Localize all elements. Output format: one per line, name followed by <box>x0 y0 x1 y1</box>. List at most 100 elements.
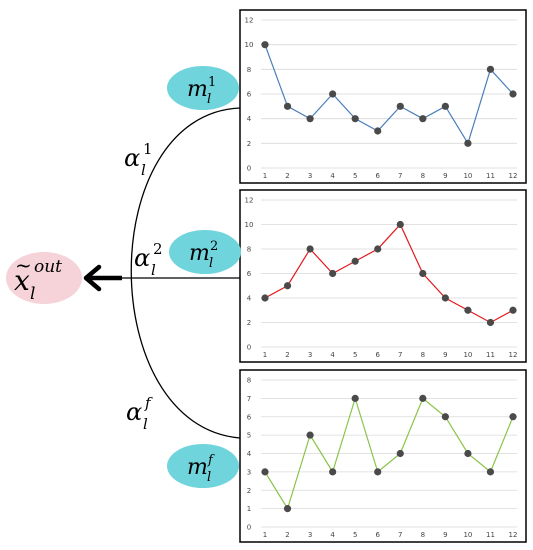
weight-3-base: α <box>126 398 142 426</box>
chart-3-x-tick-label: 8 <box>421 531 425 539</box>
svg-text:m: m <box>189 241 210 266</box>
chart-2-frame <box>239 189 527 363</box>
chart-2-point <box>464 306 472 314</box>
svg-text:l: l <box>151 261 156 279</box>
chart-3-point <box>351 394 359 402</box>
chart-1-x-tick-label: 2 <box>285 172 289 180</box>
chart-2-point <box>351 257 359 265</box>
chart-1-point <box>283 102 292 110</box>
weight-1-sup: 1 <box>143 140 153 158</box>
chart-1-x-tick-label: 11 <box>486 172 495 180</box>
chart-2-point <box>509 306 517 314</box>
svg-text:l: l <box>141 161 146 179</box>
svg-text:f: f <box>144 394 153 412</box>
chart-2-point <box>441 294 449 302</box>
svg-text:l: l <box>209 256 213 271</box>
chart-1-x-tick-label: 6 <box>375 172 380 180</box>
module-node-1-ellipse <box>167 66 239 110</box>
module-2-sub: l <box>209 256 213 271</box>
chart-3-x-tick-label: 10 <box>463 531 472 539</box>
weight-1-base: α <box>124 144 140 172</box>
chart-3-x-tick-label: 2 <box>285 531 289 539</box>
svg-text:l: l <box>143 415 148 433</box>
output-node-ellipse <box>6 252 82 304</box>
svg-text:1: 1 <box>208 75 216 90</box>
chart-2-y-tick-label: 8 <box>247 246 251 254</box>
chart-2-x-tick-label: 11 <box>486 351 495 359</box>
svg-text:α: α <box>134 244 150 272</box>
svg-text:m: m <box>187 77 208 102</box>
chart-2-x-tick-label: 1 <box>263 351 267 359</box>
chart-2-y-tick-label: 0 <box>247 344 251 352</box>
chart-2-point <box>261 294 269 302</box>
chart-2-x-tick-label: 5 <box>353 351 357 359</box>
chart-2-x-tick-label: 8 <box>421 351 425 359</box>
chart-3-y-tick-label: 1 <box>247 505 251 513</box>
output-node-sub: l <box>30 284 35 304</box>
svg-text:l: l <box>207 470 211 485</box>
module-3-sub: l <box>207 470 211 485</box>
chart-2-x-tick-label: 2 <box>285 351 289 359</box>
module-1-sup: 1 <box>208 75 216 90</box>
module-node-2: m l 2 <box>169 230 241 274</box>
chart-1-point <box>306 115 314 123</box>
chart-3-point <box>464 449 472 458</box>
chart-3-y-tick-label: 2 <box>247 487 251 495</box>
chart-3-point <box>283 505 292 513</box>
chart-2-x-tick-label: 9 <box>443 351 447 359</box>
chart-1-y-tick-label: 0 <box>247 165 251 173</box>
output-node-base: x <box>14 264 30 297</box>
chart-3-y-tick-label: 0 <box>247 524 251 532</box>
module-3-base: m <box>187 455 208 480</box>
chart-2-x-tick-label: 10 <box>463 351 472 359</box>
chart-3-y-tick-label: 3 <box>247 468 251 476</box>
chart-3-y-tick-label: 4 <box>247 450 252 458</box>
chart-1-x-tick-label: 4 <box>330 172 335 180</box>
weight-2-sup: 2 <box>153 240 163 258</box>
chart-1-x-tick-label: 5 <box>353 172 357 180</box>
chart-1-point <box>486 65 495 73</box>
chart-1-point <box>464 139 472 147</box>
chart-2-point <box>306 245 314 253</box>
chart-3-point <box>329 468 337 476</box>
chart-1-point <box>329 90 337 98</box>
weight-label-3: α l f <box>126 394 153 433</box>
chart-1-x-tick-label: 12 <box>509 172 518 180</box>
svg-text:2: 2 <box>210 239 218 254</box>
svg-text:α: α <box>124 144 140 172</box>
chart-1-y-tick-label: 10 <box>245 41 254 49</box>
chart-3-y-tick-label: 8 <box>247 377 251 385</box>
weight-2-base: α <box>134 244 150 272</box>
chart-2-x-tick-label: 3 <box>308 351 312 359</box>
chart-2-point <box>486 318 495 327</box>
weight-label-2: α l 2 <box>134 240 163 279</box>
svg-text:α: α <box>126 398 142 426</box>
chart-3-point <box>419 394 427 402</box>
chart-3-x-tick-label: 7 <box>398 531 402 539</box>
chart-3-x-tick-label: 11 <box>486 531 495 539</box>
chart-3-series-line <box>264 396 514 511</box>
chart-1-y-tick-label: 2 <box>247 140 251 148</box>
chart-3-y-tick-label: 6 <box>247 413 252 421</box>
chart-1-x-tick-label: 8 <box>421 172 425 180</box>
chart-2-y-tick-label: 10 <box>245 221 254 229</box>
chart-2-y-tick-label: 2 <box>247 319 251 327</box>
chart-1-point <box>396 102 404 110</box>
chart-1-x-tick-label: 9 <box>443 172 447 180</box>
svg-text:f: f <box>207 453 215 468</box>
chart-2-series-line <box>264 223 514 324</box>
chart-1-y-tick-label: 6 <box>247 91 252 99</box>
chart-3-point <box>374 468 382 476</box>
module-1-sub: l <box>207 92 211 107</box>
chart-3-point <box>509 413 517 421</box>
weight-1-sub: l <box>141 161 146 179</box>
chart-3-x-tick-label: 9 <box>443 531 447 539</box>
chart-3-point <box>306 431 314 439</box>
svg-text:~: ~ <box>15 253 32 277</box>
module-node-3: m l f <box>167 444 239 488</box>
chart-1-point <box>261 41 269 49</box>
